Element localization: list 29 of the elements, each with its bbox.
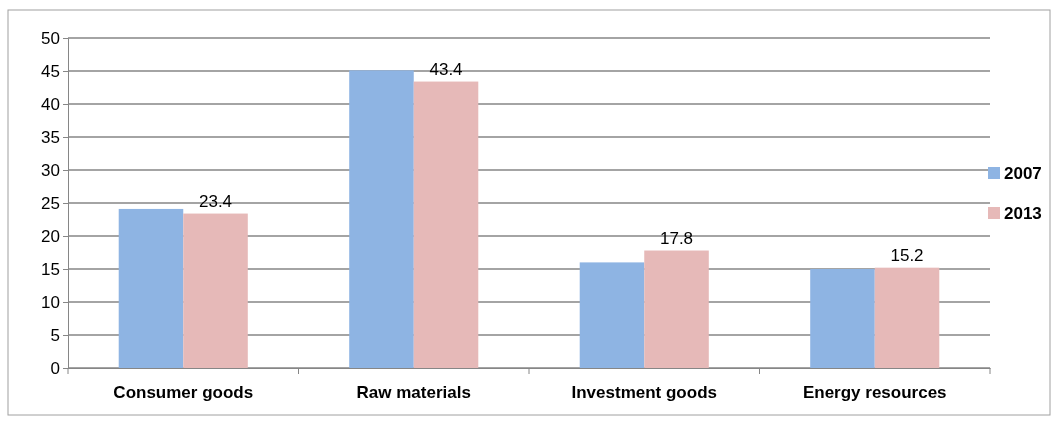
bar — [118, 208, 184, 368]
data-label: 15.2 — [890, 245, 924, 265]
bar — [579, 262, 645, 368]
y-tick-label: 25 — [41, 193, 60, 213]
x-tick-label: Energy resources — [802, 383, 947, 403]
y-tick-label: 50 — [41, 28, 60, 48]
bar — [874, 267, 940, 368]
data-label: 23.4 — [198, 191, 233, 211]
bar — [644, 250, 709, 368]
bar — [183, 213, 248, 368]
y-tick-label: 15 — [41, 259, 60, 279]
data-label: 17.8 — [659, 228, 694, 248]
y-tick-label: 45 — [41, 61, 60, 81]
x-tick-label: Consumer goods — [113, 383, 254, 403]
y-tick-label: 35 — [41, 127, 60, 147]
bar — [349, 70, 414, 368]
bar — [810, 269, 875, 368]
data-label: 43.4 — [429, 59, 463, 79]
y-tick-label: 5 — [50, 325, 60, 345]
y-tick-label: 10 — [41, 292, 60, 312]
y-tick-label: 20 — [41, 226, 60, 246]
legend-label: 2013 — [1004, 203, 1042, 223]
x-tick-label: Investment goods — [571, 383, 717, 403]
y-tick-label: 30 — [41, 160, 60, 180]
y-tick-label: 40 — [41, 94, 60, 114]
x-tick-label: Raw materials — [356, 383, 471, 403]
bar — [413, 81, 479, 368]
legend-label: 2007 — [1004, 163, 1042, 183]
y-tick-label: 0 — [50, 358, 60, 378]
